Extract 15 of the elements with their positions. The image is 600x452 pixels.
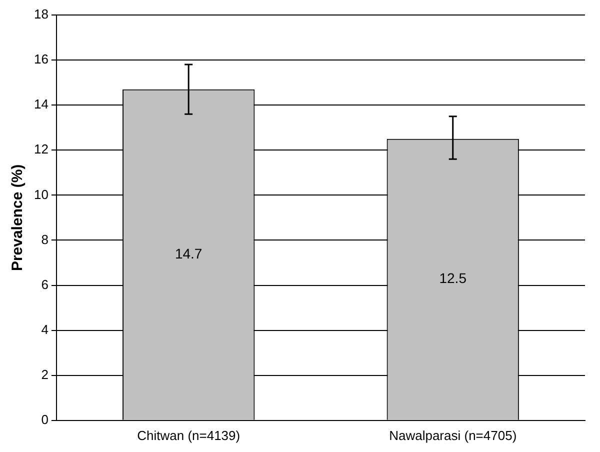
y-axis-title: Prevalence (%): [9, 164, 26, 272]
y-tick-label: 4: [41, 322, 48, 337]
data-label: 12.5: [439, 270, 467, 286]
x-tick-label: Nawalparasi (n=4705): [389, 428, 517, 443]
y-tick-label: 18: [34, 6, 48, 22]
data-label: 14.7: [174, 245, 202, 262]
y-tick-label: 14: [34, 96, 48, 112]
y-tick-label: 16: [34, 52, 48, 67]
x-tick-label: Chitwan (n=4139): [137, 428, 240, 443]
y-tick-label: 10: [34, 186, 48, 202]
y-tick-label: 8: [41, 232, 48, 247]
y-tick-label: 12: [34, 142, 48, 157]
y-tick-label: 2: [41, 366, 48, 382]
y-tick-label: 6: [41, 276, 48, 292]
y-tick-label: 0: [41, 412, 48, 427]
